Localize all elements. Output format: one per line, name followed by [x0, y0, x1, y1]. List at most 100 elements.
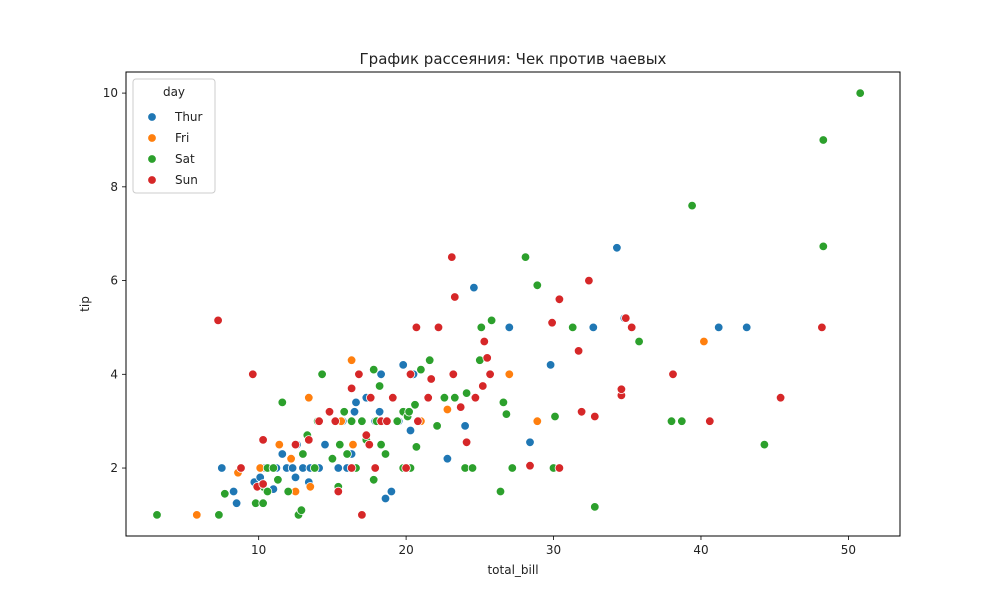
- point-sat-9: [273, 475, 283, 485]
- x-axis-label: total_bill: [487, 563, 538, 577]
- point-sat-41: [416, 364, 426, 375]
- point-sun-13: [346, 383, 357, 394]
- point-sun-16: [361, 430, 372, 440]
- point-thur-45: [742, 322, 752, 333]
- x-tick-label-40: 40: [693, 543, 708, 557]
- series-sat: [152, 88, 865, 520]
- point-fri-9: [346, 355, 357, 365]
- point-fri-13: [504, 369, 515, 380]
- point-thur-17: [320, 439, 330, 450]
- point-sat-24: [342, 449, 352, 459]
- data-points: [152, 88, 865, 520]
- point-fri-7: [305, 482, 316, 492]
- point-sun-12: [346, 463, 357, 473]
- point-sun-53: [817, 322, 827, 333]
- point-fri-4: [286, 454, 296, 464]
- legend-title: day: [163, 85, 185, 99]
- point-fri-0: [192, 510, 202, 520]
- x-tick-label-50: 50: [841, 543, 856, 557]
- point-sun-54: [405, 369, 416, 380]
- point-fri-10: [348, 439, 358, 450]
- y-tick-label-4: 4: [110, 367, 118, 381]
- legend-label-sun: Sun: [175, 173, 198, 187]
- point-sat-50: [486, 315, 497, 326]
- point-sun-42: [573, 346, 584, 356]
- point-sat-22: [335, 439, 345, 450]
- point-sun-22: [388, 393, 398, 403]
- point-sat-20: [327, 454, 338, 464]
- point-thur-29: [386, 486, 397, 497]
- point-thur-26: [374, 407, 385, 417]
- point-sun-25: [413, 416, 423, 426]
- y-tick-label-6: 6: [110, 274, 118, 288]
- legend-label-fri: Fri: [175, 131, 189, 145]
- point-sun-17: [364, 439, 375, 450]
- point-sat-68: [855, 88, 865, 98]
- point-sat-25: [346, 416, 357, 426]
- point-thur-27: [376, 369, 386, 380]
- point-fri-12: [442, 404, 453, 415]
- point-sun-34: [478, 381, 488, 391]
- point-sun-14: [354, 369, 364, 380]
- point-thur-11: [290, 472, 301, 483]
- point-sat-32: [374, 381, 385, 391]
- point-thur-0: [217, 463, 227, 473]
- point-thur-44: [714, 322, 724, 333]
- point-thur-23: [351, 397, 361, 408]
- point-sun-35: [479, 336, 490, 347]
- point-sat-34: [380, 449, 391, 459]
- point-sun-49: [627, 322, 637, 333]
- y-axis-label: tip: [78, 296, 92, 312]
- point-sun-41: [554, 463, 565, 473]
- point-thur-28: [380, 493, 391, 504]
- point-sun-30: [450, 292, 460, 302]
- point-sat-23: [339, 407, 349, 417]
- point-sat-16: [310, 463, 320, 473]
- point-sat-1: [214, 510, 224, 520]
- point-sun-19: [370, 463, 380, 473]
- point-fri-14: [532, 416, 543, 426]
- point-sun-33: [470, 393, 481, 403]
- y-axis: 2 4 6 8 10: [103, 86, 126, 475]
- point-sun-7: [304, 435, 314, 445]
- point-thur-31: [398, 360, 408, 370]
- point-sun-27: [426, 374, 436, 384]
- point-sat-62: [666, 416, 677, 426]
- point-sat-33: [376, 439, 386, 450]
- point-sat-13: [296, 505, 307, 515]
- point-thur-42: [612, 243, 622, 253]
- point-sat-55: [520, 252, 531, 262]
- point-sat-43: [432, 421, 442, 431]
- point-sat-45: [450, 393, 460, 403]
- point-sat-44: [439, 393, 450, 403]
- y-tick-label-2: 2: [110, 461, 118, 475]
- point-sun-26: [423, 393, 433, 403]
- point-sat-52: [498, 397, 509, 408]
- point-sun-43: [576, 407, 587, 417]
- point-sun-32: [461, 437, 472, 448]
- point-sat-27: [357, 416, 367, 426]
- point-sun-40: [554, 294, 565, 305]
- point-thur-35: [442, 454, 453, 464]
- point-sat-18: [317, 369, 327, 380]
- y-tick-label-10: 10: [103, 86, 118, 100]
- x-tick-label-20: 20: [398, 543, 413, 557]
- point-thur-10: [287, 463, 298, 473]
- point-thur-40: [545, 360, 556, 370]
- point-sat-39: [410, 400, 420, 410]
- point-sat-63: [677, 416, 687, 426]
- point-sun-38: [525, 461, 535, 471]
- point-sat-59: [568, 322, 578, 333]
- point-sat-64: [687, 200, 697, 211]
- point-sat-53: [501, 409, 512, 419]
- point-sun-44: [584, 275, 594, 286]
- point-fri-15: [699, 336, 709, 347]
- plot-frame: [125, 71, 901, 537]
- point-sat-42: [425, 355, 435, 365]
- point-sun-39: [547, 318, 557, 328]
- y-tick-label-8: 8: [110, 180, 118, 194]
- point-sat-57: [550, 411, 560, 422]
- point-sat-60: [590, 502, 600, 512]
- point-sun-15: [357, 510, 367, 520]
